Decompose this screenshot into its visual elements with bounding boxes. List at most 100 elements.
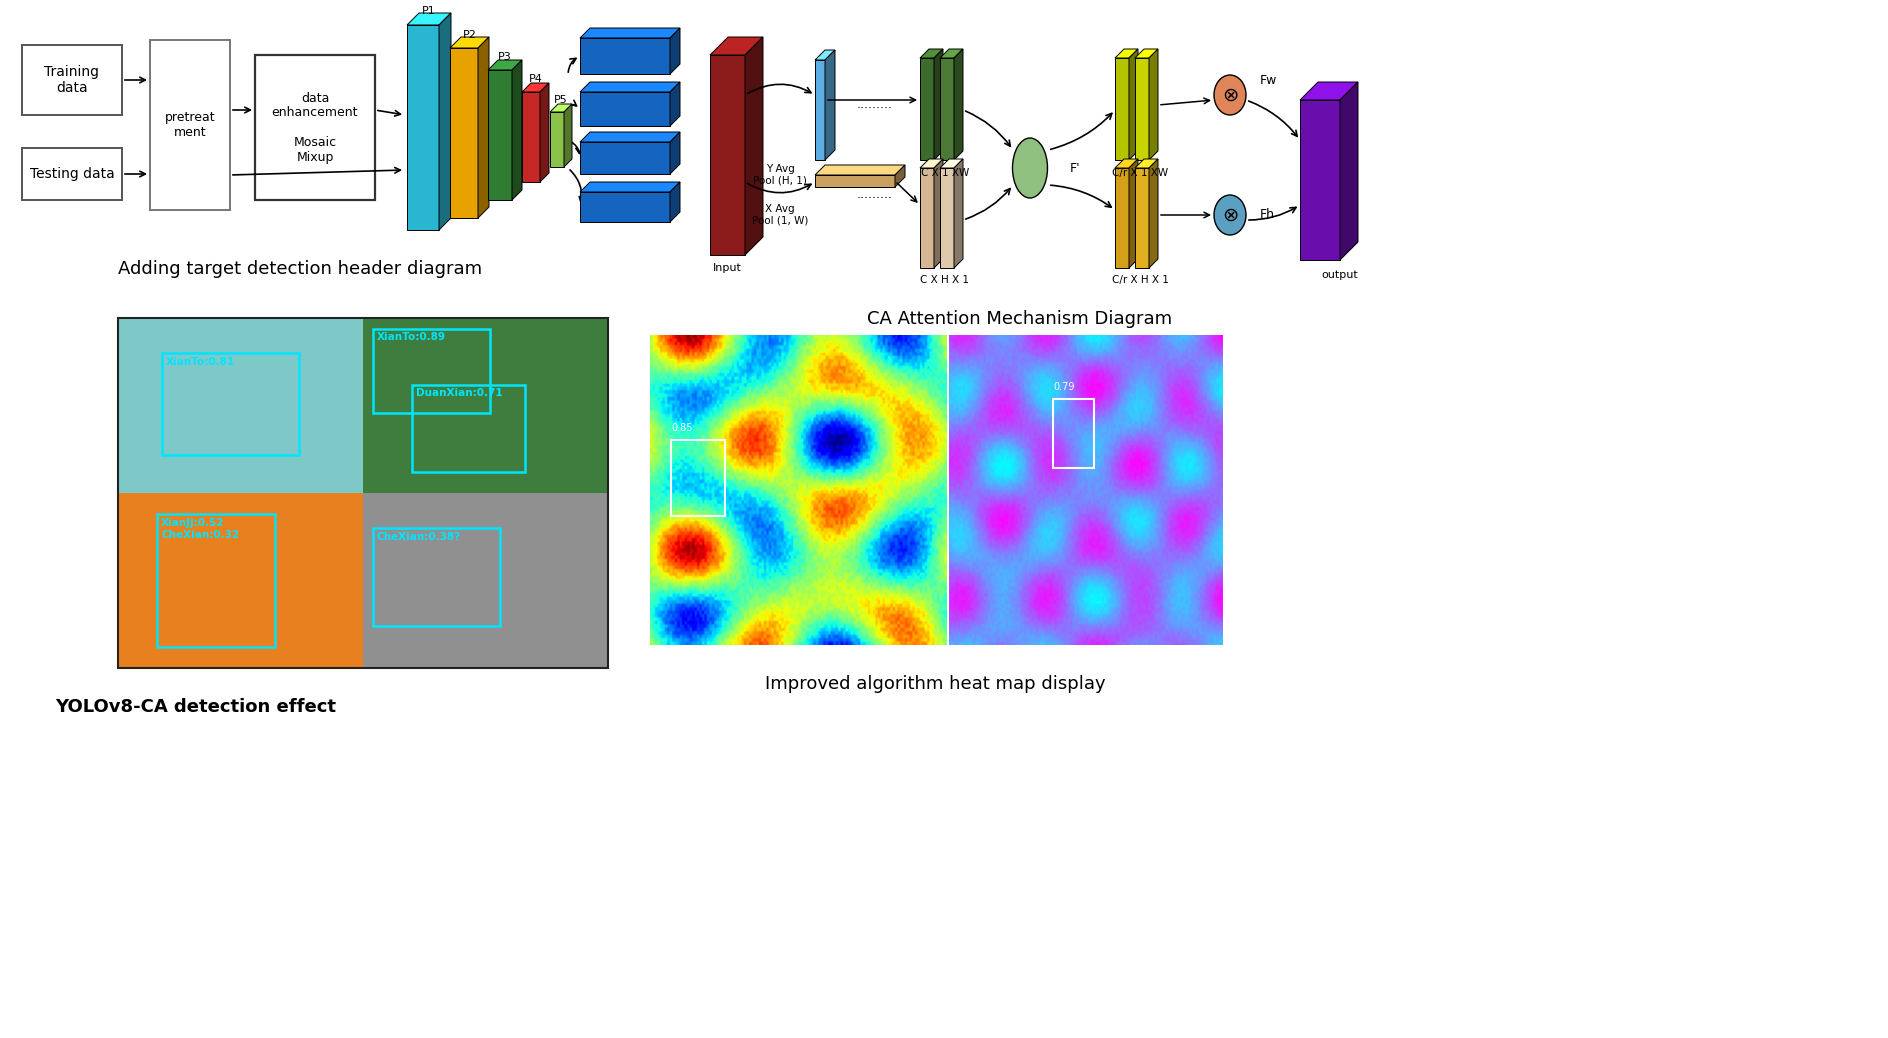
Ellipse shape: [1012, 138, 1048, 198]
Text: Testing data: Testing data: [30, 167, 115, 181]
Ellipse shape: [1214, 75, 1246, 115]
Polygon shape: [746, 37, 763, 255]
Polygon shape: [549, 112, 565, 167]
Polygon shape: [580, 132, 680, 142]
Polygon shape: [1116, 49, 1138, 58]
Bar: [117, 318, 362, 493]
Polygon shape: [919, 58, 935, 160]
Text: data
enhancement

Mosaic
Mixup: data enhancement Mosaic Mixup: [272, 91, 359, 164]
Text: XianTo:0.89: XianTo:0.89: [378, 332, 446, 343]
Text: P5: P5: [553, 95, 568, 105]
Text: Training
data: Training data: [45, 65, 100, 95]
Polygon shape: [1116, 168, 1129, 268]
Polygon shape: [540, 83, 549, 182]
Text: ⊗: ⊗: [1222, 85, 1239, 105]
Text: X Avg
Pool (1, W): X Avg Pool (1, W): [751, 204, 808, 226]
Text: ⊗: ⊗: [1222, 206, 1239, 224]
Polygon shape: [1150, 159, 1157, 268]
Polygon shape: [565, 104, 572, 167]
Text: 0.79: 0.79: [1054, 382, 1074, 391]
Text: DuanXian:0.71: DuanXian:0.71: [415, 388, 502, 399]
Polygon shape: [1301, 100, 1340, 260]
Bar: [1054, 399, 1095, 467]
Polygon shape: [710, 37, 763, 55]
Bar: [23, 148, 123, 200]
Polygon shape: [580, 142, 670, 174]
Text: Input: Input: [712, 263, 742, 273]
Ellipse shape: [1214, 195, 1246, 235]
Polygon shape: [953, 49, 963, 160]
Polygon shape: [1150, 49, 1157, 160]
Text: 0.85: 0.85: [670, 424, 693, 433]
Text: pretreat
ment: pretreat ment: [164, 111, 215, 139]
Polygon shape: [449, 48, 478, 218]
Bar: [362, 493, 608, 668]
Polygon shape: [1129, 49, 1138, 160]
Text: C/r X 1 XW: C/r X 1 XW: [1112, 168, 1169, 177]
Polygon shape: [895, 165, 904, 187]
Bar: [157, 514, 276, 647]
Polygon shape: [440, 13, 451, 230]
Text: C/r X H X 1: C/r X H X 1: [1112, 275, 1169, 285]
Text: Y Avg
Pool (H, 1): Y Avg Pool (H, 1): [753, 164, 806, 186]
Polygon shape: [919, 168, 935, 268]
Polygon shape: [940, 168, 953, 268]
Polygon shape: [1340, 82, 1357, 260]
Bar: [670, 440, 725, 516]
Polygon shape: [408, 25, 440, 230]
Polygon shape: [1129, 159, 1138, 268]
Bar: [149, 40, 230, 210]
Polygon shape: [521, 92, 540, 182]
Polygon shape: [670, 132, 680, 174]
Polygon shape: [1116, 58, 1129, 160]
Polygon shape: [512, 60, 521, 200]
Text: Adding target detection header diagram: Adding target detection header diagram: [117, 260, 481, 278]
Polygon shape: [816, 165, 904, 175]
Text: .........: .........: [857, 189, 893, 201]
Polygon shape: [919, 49, 942, 58]
Text: C X 1 XW: C X 1 XW: [921, 168, 969, 177]
Polygon shape: [1135, 58, 1150, 160]
Polygon shape: [1135, 49, 1157, 58]
Polygon shape: [935, 49, 942, 160]
Text: C X H X 1: C X H X 1: [921, 275, 970, 285]
Polygon shape: [670, 28, 680, 74]
Text: P4: P4: [529, 75, 542, 84]
Polygon shape: [1116, 159, 1138, 168]
Polygon shape: [521, 83, 549, 92]
Text: XianJj:0.52
CheXian:0.32: XianJj:0.52 CheXian:0.32: [160, 518, 240, 540]
Polygon shape: [670, 182, 680, 222]
Polygon shape: [580, 182, 680, 192]
Polygon shape: [580, 82, 680, 92]
Polygon shape: [953, 159, 963, 268]
Polygon shape: [816, 175, 895, 187]
Polygon shape: [710, 55, 746, 255]
Polygon shape: [1135, 168, 1150, 268]
Text: P2: P2: [463, 29, 476, 39]
Text: Fw: Fw: [1259, 74, 1278, 86]
Text: .........: .........: [857, 99, 893, 111]
Text: CA Attention Mechanism Diagram: CA Attention Mechanism Diagram: [867, 310, 1172, 328]
Polygon shape: [549, 104, 572, 112]
Polygon shape: [670, 82, 680, 126]
Polygon shape: [940, 159, 963, 168]
Polygon shape: [940, 49, 963, 58]
Text: XianTo:0.81: XianTo:0.81: [166, 357, 236, 367]
Bar: [255, 55, 376, 200]
Bar: [23, 45, 123, 115]
Text: P1: P1: [423, 6, 436, 16]
Polygon shape: [580, 38, 670, 74]
Text: Improved algorithm heat map display: Improved algorithm heat map display: [765, 675, 1104, 693]
Text: YOLOv8-CA detection effect: YOLOv8-CA detection effect: [55, 698, 336, 716]
Bar: [362, 318, 608, 493]
Text: output: output: [1322, 270, 1357, 280]
Polygon shape: [1301, 82, 1357, 100]
Polygon shape: [580, 192, 670, 222]
Polygon shape: [478, 37, 489, 218]
Polygon shape: [580, 28, 680, 38]
Bar: [412, 384, 525, 472]
Polygon shape: [940, 58, 953, 160]
Bar: [162, 353, 300, 455]
Text: CheXian:0.38?: CheXian:0.38?: [378, 532, 461, 542]
Text: P3: P3: [498, 52, 512, 62]
